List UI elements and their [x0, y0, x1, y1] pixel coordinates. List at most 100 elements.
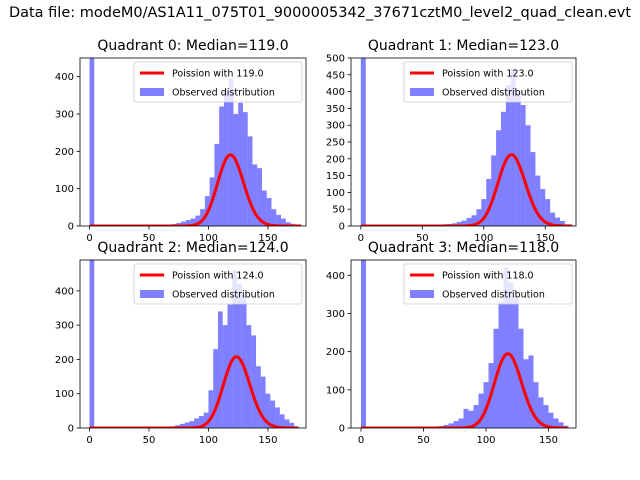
- legend-box: [403, 263, 573, 305]
- histogram-bar: [276, 214, 282, 226]
- histogram-bar: [520, 105, 526, 226]
- histogram-bar: [525, 125, 531, 226]
- histogram-bar: [289, 422, 295, 428]
- histogram-bar: [558, 422, 564, 428]
- histogram-bar: [189, 421, 195, 428]
- histogram-bar: [540, 189, 546, 226]
- subplot-quadrant-0: 0 50 100 150 0 100 200 300 400 Quadrant 0: Median…: [55, 38, 307, 244]
- legend: Poission with 124.0 Observed distribution: [133, 263, 303, 305]
- histogram-bar: [89, 260, 95, 428]
- y-tick-label: 300: [55, 110, 74, 121]
- histogram-bar: [179, 423, 185, 428]
- y-tick-label: 400: [326, 271, 345, 282]
- histogram-bar: [533, 382, 539, 428]
- histogram-bar: [252, 164, 258, 226]
- x-tick-label: 150: [258, 435, 277, 446]
- y-tick-label: 300: [326, 121, 345, 132]
- axes-frame: [79, 259, 307, 429]
- histogram-bar: [241, 294, 247, 428]
- histogram-bar: [185, 220, 191, 226]
- y-tick-label: 50: [332, 205, 345, 216]
- histogram-bar: [476, 209, 482, 226]
- x-tick-label: 150: [539, 435, 558, 446]
- legend-label: Observed distribution: [172, 290, 275, 301]
- histogram-bar: [486, 178, 492, 226]
- legend-patch-swatch: [140, 290, 164, 298]
- histogram-bar: [242, 112, 248, 226]
- y-tick-label: 100: [326, 385, 345, 396]
- plot-area: [360, 260, 569, 428]
- histogram-bar: [261, 190, 267, 226]
- subplot-title: Quadrant 3: Median=118.0: [368, 240, 559, 256]
- histogram-bar: [284, 419, 290, 428]
- y-tick-label: 300: [326, 309, 345, 320]
- x-tick-label: 100: [199, 435, 218, 446]
- plot-area: [88, 260, 299, 428]
- y-tick-label: 400: [326, 87, 345, 98]
- histogram-bar: [555, 217, 561, 226]
- histogram-bar: [461, 220, 467, 226]
- histogram-bar: [453, 421, 459, 428]
- histogram-bar: [503, 267, 509, 428]
- x-tick-label: 0: [86, 233, 92, 244]
- legend-label: Observed distribution: [172, 88, 275, 99]
- histogram-bar: [538, 397, 544, 428]
- y-tick-label: 250: [326, 138, 345, 149]
- axes-frame: [79, 57, 307, 227]
- legend-label: Observed distribution: [442, 290, 545, 301]
- legend-box: [133, 61, 303, 103]
- legend: Poission with 123.0 Observed distribution: [403, 61, 573, 103]
- x-tick-label: 100: [476, 435, 495, 446]
- y-tick-label: 300: [55, 321, 74, 332]
- histogram-bar: [275, 407, 280, 428]
- histogram-bar: [257, 168, 262, 226]
- legend-label: Poission with 123.0: [442, 69, 534, 80]
- plot-area: [88, 58, 303, 226]
- x-tick-label: 0: [86, 435, 92, 446]
- y-tick-label: 0: [339, 222, 345, 233]
- subplot-quadrant-3: 0 50 100 150 0 100 200 300 400 Quadrant 3: Median…: [326, 240, 577, 446]
- legend-patch-swatch: [410, 290, 434, 298]
- figure-suptitle: Data file: modeM0/AS1A11_075T01_90000053…: [8, 5, 632, 21]
- histogram-bar: [473, 405, 479, 428]
- legend-box: [133, 263, 303, 305]
- histogram-bar: [448, 423, 454, 428]
- histogram-bar: [217, 311, 223, 428]
- y-tick-label: 100: [55, 184, 74, 195]
- histogram-bar: [466, 217, 472, 226]
- legend: Poission with 119.0 Observed distribution: [133, 61, 303, 103]
- y-tick-label: 200: [55, 355, 74, 366]
- subplot-title: Quadrant 1: Median=123.0: [368, 38, 559, 54]
- histogram-bar: [246, 325, 252, 428]
- x-tick-label: 50: [417, 435, 430, 446]
- histogram-bar: [260, 376, 266, 428]
- y-tick-label: 500: [326, 54, 345, 65]
- x-tick-label: 150: [536, 233, 555, 244]
- legend-patch-swatch: [140, 88, 164, 96]
- histogram-bar: [266, 198, 272, 226]
- histogram-bar: [265, 393, 271, 428]
- histogram-bar: [208, 390, 214, 428]
- y-tick-label: 0: [339, 424, 345, 435]
- histogram-bar: [256, 366, 261, 428]
- y-tick-label: 450: [326, 70, 345, 81]
- x-tick-label: 100: [474, 233, 493, 244]
- histogram-bar: [548, 412, 554, 428]
- histogram-bar: [285, 222, 291, 226]
- y-tick-label: 100: [326, 188, 345, 199]
- y-tick-label: 400: [55, 286, 74, 297]
- histogram-bar: [228, 78, 234, 226]
- x-tick-label: 150: [258, 233, 277, 244]
- histogram-bar: [213, 349, 218, 428]
- x-tick-label: 0: [358, 233, 364, 244]
- subplot-title: Quadrant 2: Median=124.0: [97, 240, 288, 256]
- histogram-bar: [238, 102, 243, 226]
- x-tick-label: 50: [143, 435, 156, 446]
- histogram-bar: [553, 418, 559, 428]
- histogram-bar: [270, 400, 276, 428]
- subplot-title: Quadrant 0: Median=119.0: [97, 38, 288, 54]
- histogram-bar: [195, 215, 201, 226]
- histogram-bar: [545, 199, 551, 226]
- y-tick-label: 150: [326, 171, 345, 182]
